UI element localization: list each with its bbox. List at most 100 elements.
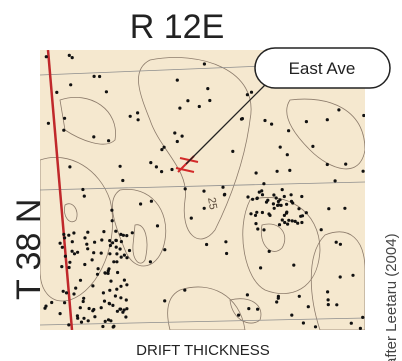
- well-point: [92, 135, 96, 139]
- well-point: [128, 114, 132, 118]
- well-point: [202, 62, 206, 66]
- well-point: [61, 289, 65, 293]
- well-point: [300, 220, 304, 225]
- road: [40, 317, 365, 326]
- well-point: [277, 223, 282, 227]
- well-point: [72, 252, 77, 256]
- range-label: R 12E: [130, 8, 225, 46]
- well-point: [237, 313, 241, 317]
- well-point: [256, 307, 260, 311]
- well-point: [124, 315, 128, 319]
- well-point: [90, 258, 94, 262]
- well-point: [205, 242, 209, 247]
- well-point: [103, 319, 107, 323]
- red-boundary: [46, 50, 74, 330]
- well-point: [335, 303, 339, 307]
- well-point: [160, 148, 164, 152]
- well-point: [279, 203, 283, 207]
- well-point: [254, 222, 258, 226]
- well-point: [118, 247, 122, 251]
- well-point: [63, 254, 67, 258]
- credit: after Leetaru (2004): [383, 233, 400, 361]
- well-point: [100, 238, 104, 242]
- well-point: [290, 219, 294, 223]
- well-point: [287, 129, 291, 133]
- well-point: [91, 309, 95, 313]
- well-point: [155, 224, 160, 228]
- well-point: [251, 197, 255, 201]
- map: 25: [40, 50, 365, 330]
- well-point: [245, 293, 249, 297]
- well-point: [136, 118, 140, 122]
- well-point: [256, 227, 260, 231]
- well-point: [119, 255, 123, 259]
- well-point: [183, 187, 187, 191]
- well-point: [292, 263, 296, 267]
- well-point: [274, 196, 278, 200]
- well-point: [300, 194, 304, 199]
- thick-drift-area: [167, 286, 246, 330]
- thickest-drift-area: [132, 224, 148, 264]
- well-point: [82, 296, 86, 300]
- well-point: [109, 279, 113, 283]
- well-point: [246, 195, 250, 199]
- well-point: [183, 288, 187, 292]
- well-point: [69, 83, 73, 87]
- well-point: [124, 298, 128, 302]
- well-point: [62, 128, 66, 132]
- road: [40, 181, 365, 191]
- well-point: [268, 213, 272, 217]
- well-point: [289, 193, 293, 197]
- well-point: [262, 228, 266, 232]
- well-point: [326, 290, 330, 294]
- well-point: [276, 296, 280, 300]
- well-point: [122, 253, 126, 257]
- well-point: [122, 278, 126, 282]
- well-point: [63, 236, 67, 240]
- well-point: [111, 325, 115, 329]
- well-point: [160, 170, 164, 174]
- well-point: [108, 288, 112, 292]
- well-point: [249, 90, 254, 94]
- well-point: [114, 238, 118, 243]
- thin-drift-area: [286, 98, 365, 170]
- well-point: [125, 307, 129, 311]
- well-point: [108, 252, 112, 256]
- well-point: [296, 221, 300, 225]
- well-point: [102, 299, 107, 303]
- well-point: [344, 162, 348, 166]
- well-point: [72, 292, 76, 296]
- well-point: [343, 206, 347, 210]
- well-point: [245, 93, 249, 97]
- well-point: [58, 241, 62, 245]
- well-point: [325, 162, 329, 167]
- well-point: [67, 233, 71, 237]
- well-point: [104, 90, 108, 94]
- well-point: [325, 118, 329, 122]
- well-point: [107, 139, 111, 143]
- contour-line: [59, 97, 116, 145]
- well-point: [86, 230, 90, 234]
- well-point: [130, 231, 134, 235]
- well-point: [92, 74, 96, 78]
- well-point: [93, 315, 97, 319]
- well-point: [163, 299, 167, 303]
- well-point: [351, 273, 355, 277]
- well-point: [333, 179, 337, 183]
- well-point: [110, 219, 114, 223]
- well-point: [85, 242, 89, 246]
- well-point: [231, 149, 235, 153]
- well-point: [280, 188, 284, 192]
- well-point: [175, 78, 179, 82]
- well-point: [118, 164, 122, 168]
- well-point: [111, 303, 115, 307]
- well-point: [282, 194, 286, 199]
- thick-drift-area: [242, 197, 321, 294]
- well-point: [116, 270, 120, 275]
- well-point: [81, 299, 85, 304]
- well-point: [44, 304, 48, 308]
- well-point: [247, 307, 251, 311]
- thick-drift-area: [40, 157, 113, 302]
- well-point: [76, 250, 80, 254]
